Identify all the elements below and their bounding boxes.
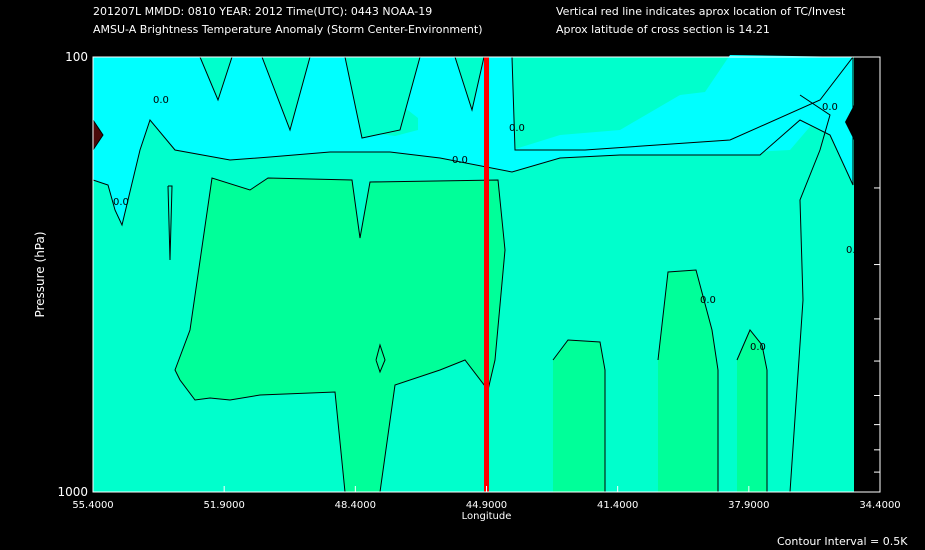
x-tick-label: 44.9000 (466, 500, 507, 511)
contour-line-small (375, 343, 386, 374)
header-line2-right: Aprox latitude of cross section is 14.21 (556, 23, 770, 36)
fill-positive-region-3 (737, 330, 767, 492)
contour-line-west (174, 177, 506, 493)
header-line2-left: AMSU-A Brightness Temperature Anomaly (S… (93, 23, 483, 36)
contour-lines (92, 55, 854, 493)
fill-negative-region-east (512, 55, 853, 160)
contour-interval-label: Contour Interval = 0.5K (777, 535, 908, 548)
y-axis-title: Pressure (hPa) (33, 231, 47, 317)
axes (92, 56, 881, 493)
contour-line-narrow (167, 185, 173, 261)
fill-positive-region-west (175, 178, 505, 492)
plot-area (93, 55, 880, 492)
contour-line-east-4 (789, 94, 831, 493)
no-data-strip (854, 57, 880, 492)
x-tick-label: 55.4000 (72, 500, 113, 511)
fill-positive-region-1 (553, 340, 605, 492)
x-tick-label: 37.9000 (728, 500, 769, 511)
y-tick-label: 100 (65, 50, 88, 64)
contour-line-east-1 (552, 339, 606, 492)
contour-line-east-3 (736, 329, 768, 492)
x-axis-title: Longitude (462, 511, 512, 522)
contour-label: 0.0 (750, 342, 766, 353)
x-tick-label: 41.4000 (597, 500, 638, 511)
x-tick-label: 51.9000 (203, 500, 244, 511)
header-line1-left: 201207L MMDD: 0810 YEAR: 2012 Time(UTC):… (93, 5, 433, 18)
contour-label: 0.0 (113, 197, 129, 208)
y-tick-label: 1000 (57, 485, 88, 499)
axis-labels: 0.0 0.0 0.0 0.0 0.0 0.0 0.0 0.0 55.4000 51.9000 48… (33, 50, 901, 522)
contour-line-east-2 (657, 269, 719, 492)
contour-label: 0.0 (153, 95, 169, 106)
edge-marker-right (845, 105, 854, 140)
contour-label: 0.0 (846, 245, 862, 256)
x-tick-label: 34.4000 (859, 500, 900, 511)
contour-label: 0.0 (509, 123, 525, 134)
contour-label: 0.0 (822, 102, 838, 113)
fill-negative-region-upper (93, 57, 853, 225)
x-tick-label: 48.4000 (335, 500, 376, 511)
contour-label: 0.0 (452, 155, 468, 166)
contour-label: 0.0 (700, 295, 716, 306)
fill-positive-region-2 (658, 270, 718, 492)
header-line1-right: Vertical red line indicates aprox locati… (556, 5, 846, 18)
